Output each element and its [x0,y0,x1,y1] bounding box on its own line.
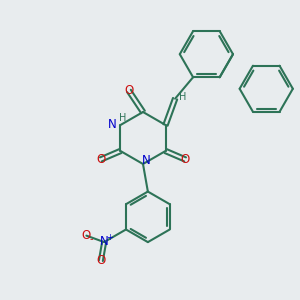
Text: O: O [181,153,190,166]
Text: H: H [179,92,187,102]
Text: N: N [142,154,150,167]
Text: +: + [106,232,112,242]
Text: H: H [119,113,126,123]
Text: O: O [82,229,91,242]
Text: N: N [100,235,109,248]
Text: O: O [124,85,134,98]
Text: O: O [96,153,106,166]
Text: N: N [108,118,116,131]
Text: O: O [96,254,106,267]
Text: -: - [90,234,93,244]
